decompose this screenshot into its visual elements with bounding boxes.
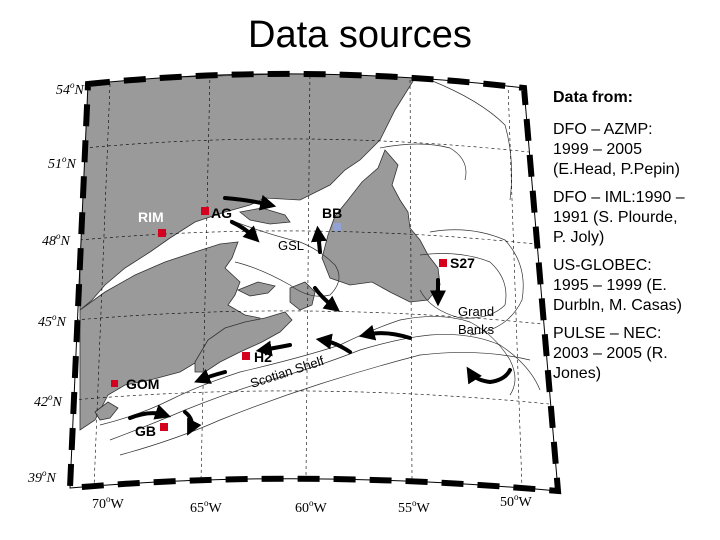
data-sources-panel: Data from: DFO – AZMP: 1999 – 2005 (E.He… [553, 88, 718, 392]
station-label-ag: AG [211, 205, 232, 221]
land-mainland-north [79, 73, 421, 311]
map-frame-outline [69, 73, 559, 492]
lon-label-65: 65oW [190, 498, 223, 516]
station-marker-bb [333, 223, 341, 231]
land-newfoundland [321, 149, 441, 303]
station-label-h2: H2 [254, 349, 272, 365]
lat-label-45: 45oN [38, 312, 67, 330]
station-label-s27: S27 [450, 255, 475, 271]
lon-label-60: 60oW [295, 498, 328, 516]
region-label-grand-banks: Grand [458, 304, 494, 319]
region-label-gsl: GSL [278, 238, 304, 253]
station-marker-gb [160, 423, 168, 431]
station-marker-rim [158, 229, 166, 237]
current-arrows [128, 194, 512, 436]
lat-label-39: 39oN [27, 468, 57, 486]
source-entry-azmp: DFO – AZMP: 1999 – 2005 (E.Head, P.Pepin… [553, 121, 680, 178]
station-label-gb: GB [135, 423, 156, 439]
source-entry-pulse: PULSE – NEC: 2003 – 2005 (R. Jones) [553, 325, 668, 382]
lon-label-55: 55oW [398, 498, 431, 516]
station-label-bb: BB [322, 205, 342, 221]
region-label-grand-banks-2: Banks [458, 322, 495, 337]
land-mainland-south [79, 241, 261, 431]
lat-label-42: 42oN [34, 392, 63, 410]
land-pei [237, 281, 276, 297]
land-cape-cod [94, 401, 119, 421]
lat-label-51: 51oN [48, 154, 77, 172]
source-entry-iml: DFO – IML:1990 – 1991 (S. Plourde, P. Jo… [553, 189, 685, 246]
station-label-gom: GOM [126, 376, 159, 392]
slide-title: Data sources [248, 14, 472, 56]
lon-label-70: 70oW [92, 494, 125, 512]
station-marker-s27 [439, 259, 447, 267]
lon-label-50: 50oW [500, 492, 533, 510]
lat-label-48: 48oN [42, 231, 71, 249]
station-label-rim: RIM [138, 209, 164, 225]
source-entry-globec: US-GLOBEC: 1995 – 1999 (E. Durbln, M. Ca… [553, 257, 682, 314]
data-sources-header: Data from: [553, 89, 634, 106]
station-marker-h2 [242, 352, 250, 360]
station-marker-gom [111, 380, 118, 387]
lat-label-54: 54oN [56, 80, 85, 98]
station-marker-ag [201, 207, 209, 215]
graticule [72, 73, 550, 489]
